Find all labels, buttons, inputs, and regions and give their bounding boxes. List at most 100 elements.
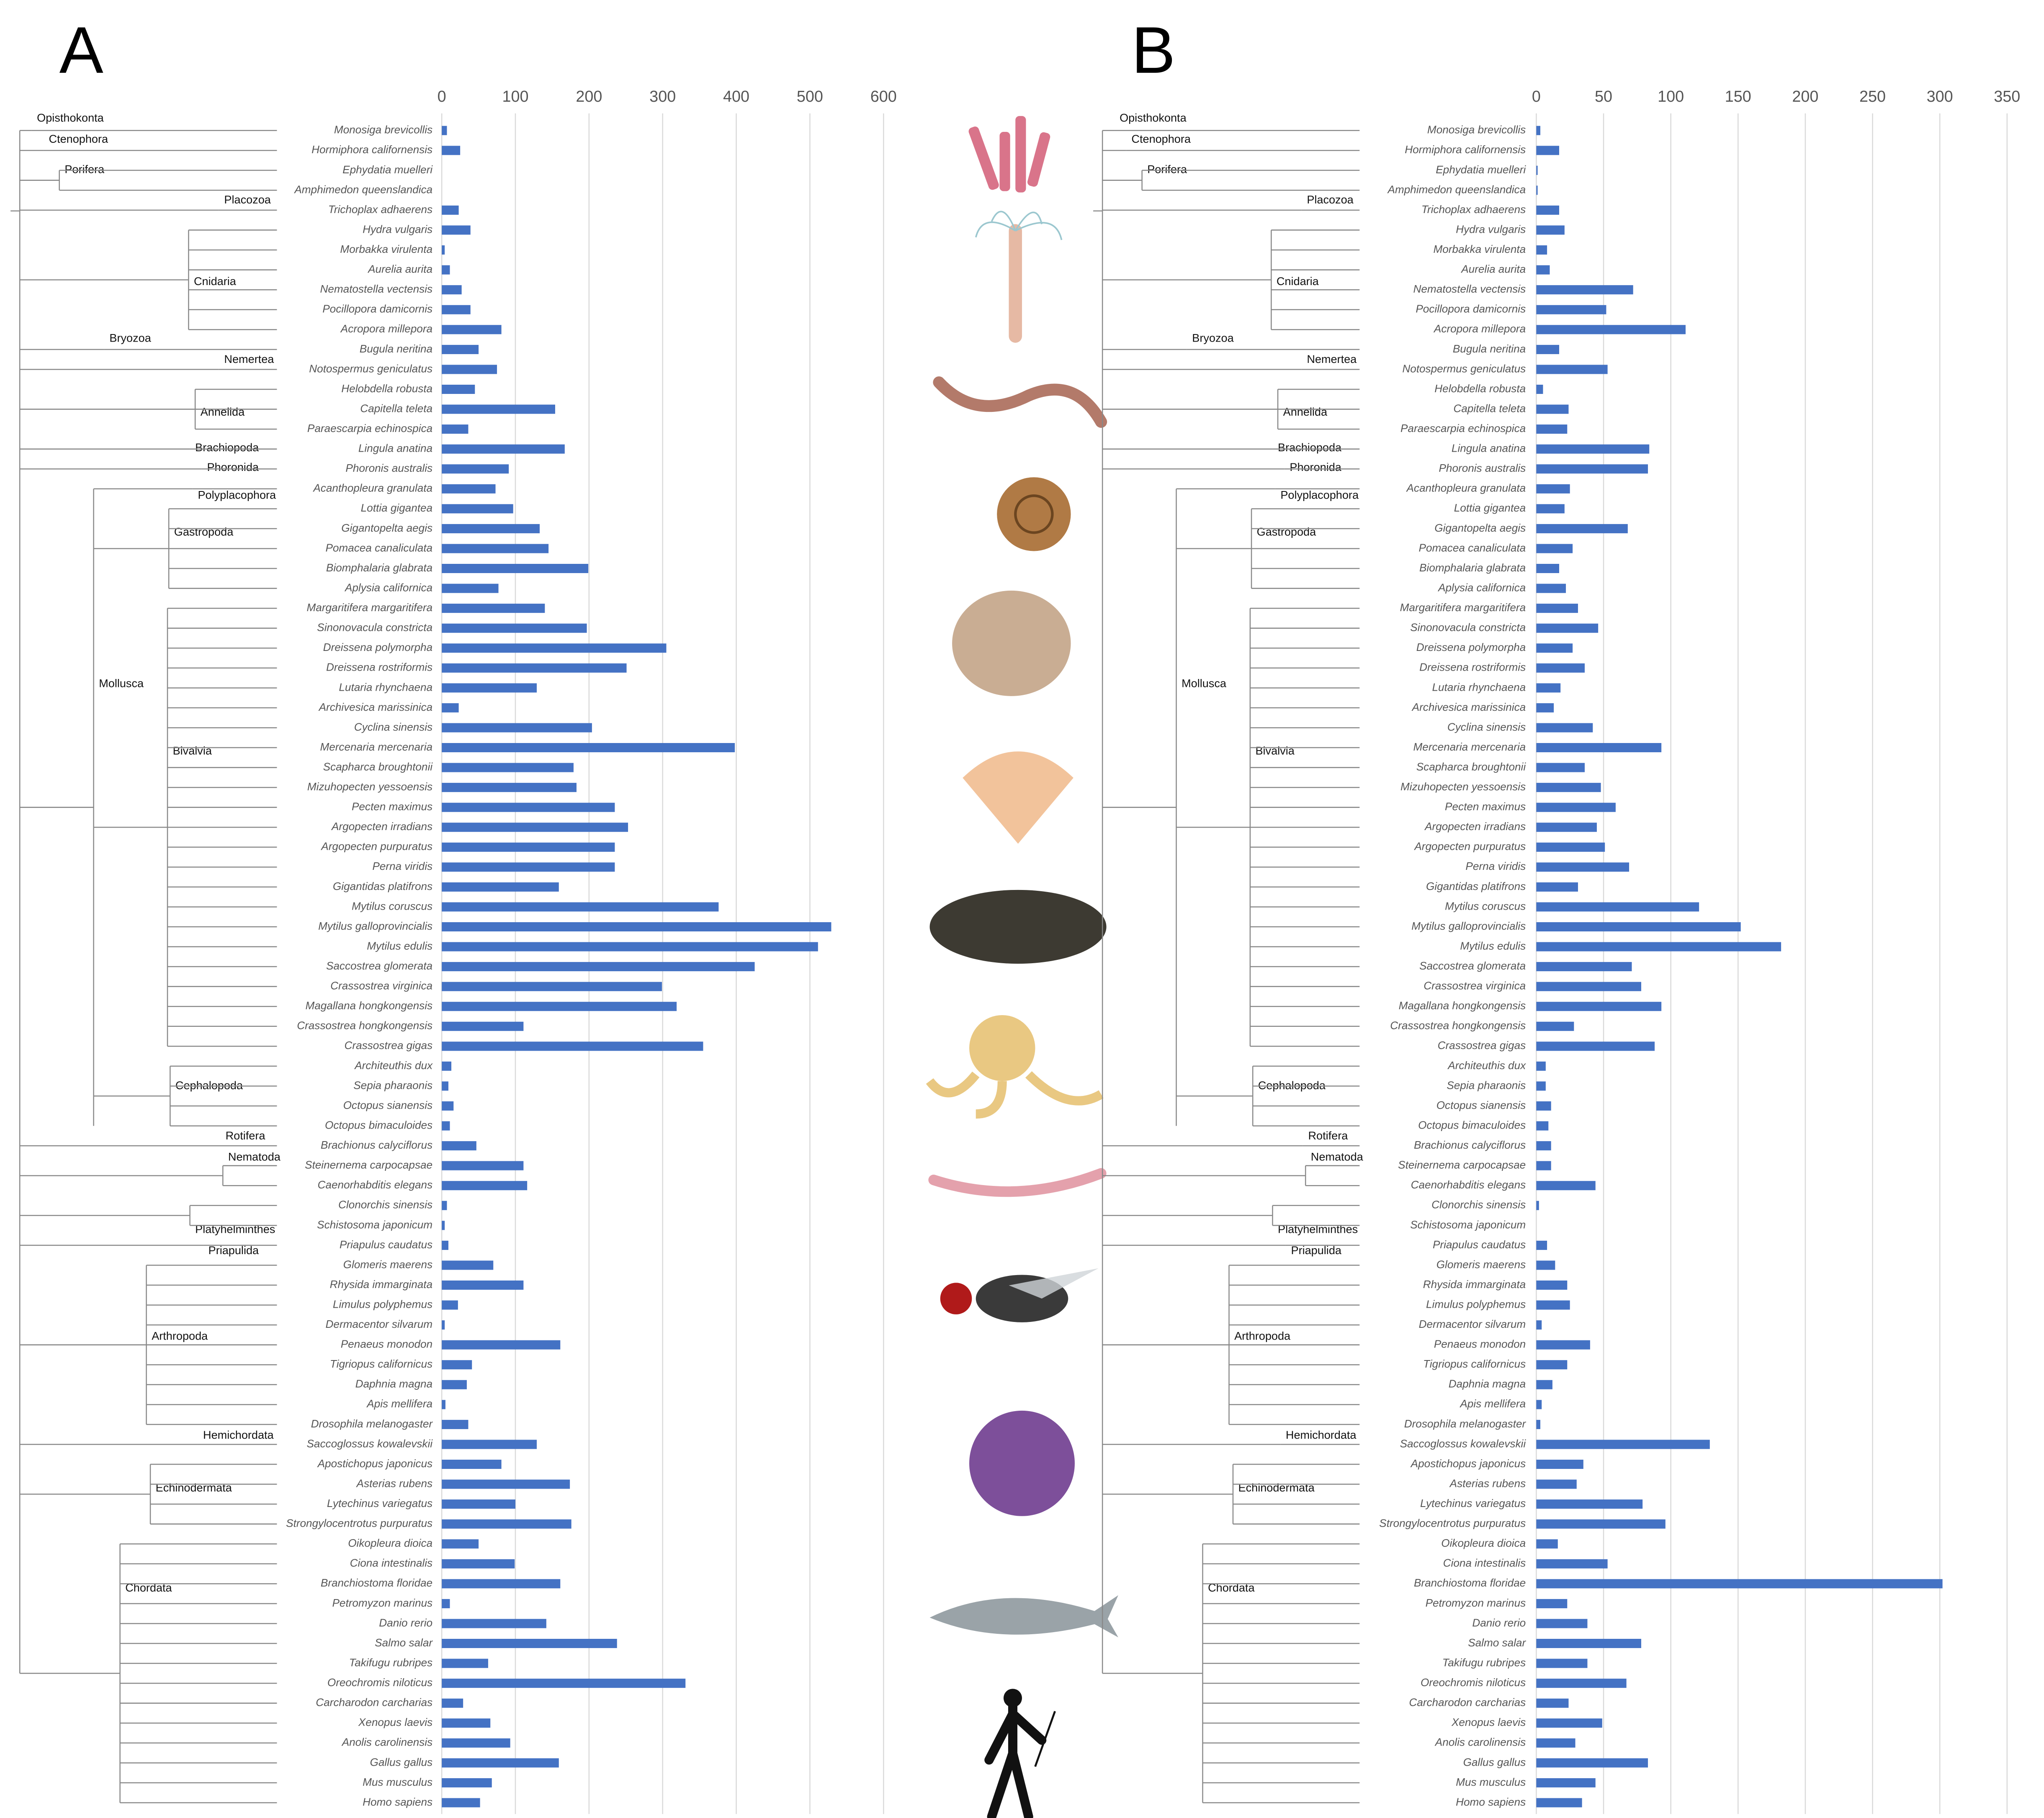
species-label: Ephydatia muelleri bbox=[1436, 163, 1526, 176]
bar bbox=[1536, 763, 1585, 772]
species-label: Pecten maximus bbox=[1445, 800, 1526, 813]
bar bbox=[442, 1002, 677, 1011]
bar bbox=[442, 982, 662, 991]
species-label: Argopecten purpuratus bbox=[320, 840, 432, 853]
bar bbox=[442, 1161, 524, 1170]
species-label: Danio rerio bbox=[379, 1616, 432, 1629]
bar bbox=[1536, 1280, 1568, 1290]
bar bbox=[1536, 484, 1570, 494]
bar bbox=[442, 444, 565, 454]
species-label: Crassostrea gigas bbox=[345, 1039, 433, 1052]
clade-label: Bivalvia bbox=[1255, 744, 1295, 757]
clade-label: Echinodermata bbox=[1238, 1481, 1315, 1494]
bar bbox=[1536, 444, 1650, 454]
clade-label: Hemichordata bbox=[203, 1428, 274, 1441]
species-label: Gallus gallus bbox=[370, 1756, 433, 1768]
species-label: Lottia gigantea bbox=[361, 501, 432, 514]
species-label: Amphimedon queenslandica bbox=[293, 183, 432, 195]
bar bbox=[1536, 225, 1565, 235]
bar bbox=[1536, 1459, 1583, 1469]
x-tick-label: 50 bbox=[1595, 88, 1612, 105]
species-label: Dreissena rostriformis bbox=[326, 661, 432, 674]
bar bbox=[1536, 384, 1543, 394]
bar bbox=[442, 345, 479, 354]
bar bbox=[1536, 823, 1597, 832]
bar bbox=[442, 524, 540, 533]
species-label: Perna viridis bbox=[372, 860, 432, 872]
species-label: Hydra vulgaris bbox=[363, 223, 432, 235]
species-label: Trichoplax adhaerens bbox=[1421, 203, 1526, 216]
species-label: Penaeus monodon bbox=[1434, 1338, 1526, 1350]
clade-label: Rotifera bbox=[226, 1129, 266, 1142]
bar bbox=[1536, 902, 1699, 912]
bar bbox=[442, 1579, 561, 1589]
bar bbox=[1536, 345, 1559, 354]
species-label: Pocillopora damicornis bbox=[1416, 303, 1526, 315]
bar bbox=[1536, 1141, 1551, 1151]
species-label: Phoronis australis bbox=[1439, 462, 1526, 474]
clade-label: Brachiopoda bbox=[1278, 441, 1342, 454]
species-label: Capitella teleta bbox=[360, 402, 432, 414]
clade-label: Placozoa bbox=[1307, 193, 1354, 206]
species-label: Xenopus laevis bbox=[358, 1716, 432, 1728]
bar bbox=[1536, 1499, 1643, 1509]
bar bbox=[1536, 1300, 1570, 1310]
species-label: Gigantopelta aegis bbox=[341, 522, 432, 534]
species-label: Apis mellifera bbox=[366, 1397, 432, 1410]
bar bbox=[442, 922, 832, 932]
species-label: Pomacea canaliculata bbox=[1419, 541, 1526, 554]
bar bbox=[442, 643, 667, 653]
bar bbox=[1536, 424, 1568, 434]
species-label: Archivesica marissinica bbox=[1411, 701, 1526, 713]
species-label: Limulus polyphemus bbox=[333, 1298, 432, 1310]
species-label: Magallana hongkongensis bbox=[1399, 999, 1526, 1012]
bar bbox=[442, 464, 509, 474]
clade-label: Rotifera bbox=[1308, 1129, 1348, 1142]
species-label: Gigantopelta aegis bbox=[1434, 522, 1526, 534]
bar bbox=[1536, 842, 1605, 852]
species-label: Sepia pharaonis bbox=[353, 1079, 432, 1091]
bar bbox=[442, 1499, 515, 1509]
species-label: Octopus sianensis bbox=[343, 1099, 432, 1111]
species-label: Salmo salar bbox=[375, 1636, 433, 1649]
bar bbox=[442, 1141, 476, 1151]
clade-label: Bivalvia bbox=[173, 744, 212, 757]
bar bbox=[1536, 365, 1608, 374]
bar bbox=[1536, 165, 1538, 175]
bar bbox=[442, 1738, 510, 1748]
bar bbox=[1536, 1698, 1569, 1708]
species-label: Schistosoma japonicum bbox=[1410, 1218, 1526, 1231]
bar bbox=[442, 723, 592, 733]
species-label: Oikopleura dioica bbox=[1441, 1537, 1526, 1549]
species-label: Clonorchis sinensis bbox=[338, 1198, 432, 1211]
clade-label: Annelida bbox=[201, 405, 245, 418]
bar bbox=[1536, 862, 1630, 872]
species-label: Pocillopora damicornis bbox=[322, 303, 432, 315]
species-label: Octopus bimaculoides bbox=[1418, 1119, 1526, 1131]
clade-label: Ctenophora bbox=[49, 132, 108, 145]
clade-label: Bryozoa bbox=[109, 332, 151, 345]
species-label: Capitella teleta bbox=[1453, 402, 1526, 414]
bar bbox=[442, 683, 537, 693]
clade-label: Polyplacophora bbox=[198, 488, 276, 501]
bar bbox=[1536, 1061, 1546, 1071]
species-label: Petromyzon marinus bbox=[332, 1597, 433, 1609]
x-tick-label: 100 bbox=[1658, 88, 1684, 105]
species-label: Mytilus coruscus bbox=[352, 900, 432, 912]
bar bbox=[1536, 1679, 1627, 1688]
species-label: Glomeris maerens bbox=[343, 1258, 432, 1270]
bar bbox=[442, 563, 589, 573]
species-label: Octopus bimaculoides bbox=[325, 1119, 432, 1131]
bar bbox=[442, 205, 459, 215]
bar bbox=[1536, 1320, 1542, 1330]
species-label: Architeuthis dux bbox=[354, 1059, 433, 1072]
bar bbox=[1536, 1539, 1558, 1549]
bar bbox=[442, 1181, 528, 1191]
species-label: Oreochromis niloticus bbox=[327, 1676, 432, 1689]
clade-label: Cnidaria bbox=[1277, 275, 1319, 288]
bar bbox=[442, 663, 627, 673]
species-label: Mizuhopecten yessoensis bbox=[307, 780, 432, 793]
bar bbox=[1536, 663, 1585, 673]
species-label: Apostichopus japonicus bbox=[1410, 1457, 1526, 1470]
species-label: Dermacentor silvarum bbox=[1419, 1318, 1526, 1330]
